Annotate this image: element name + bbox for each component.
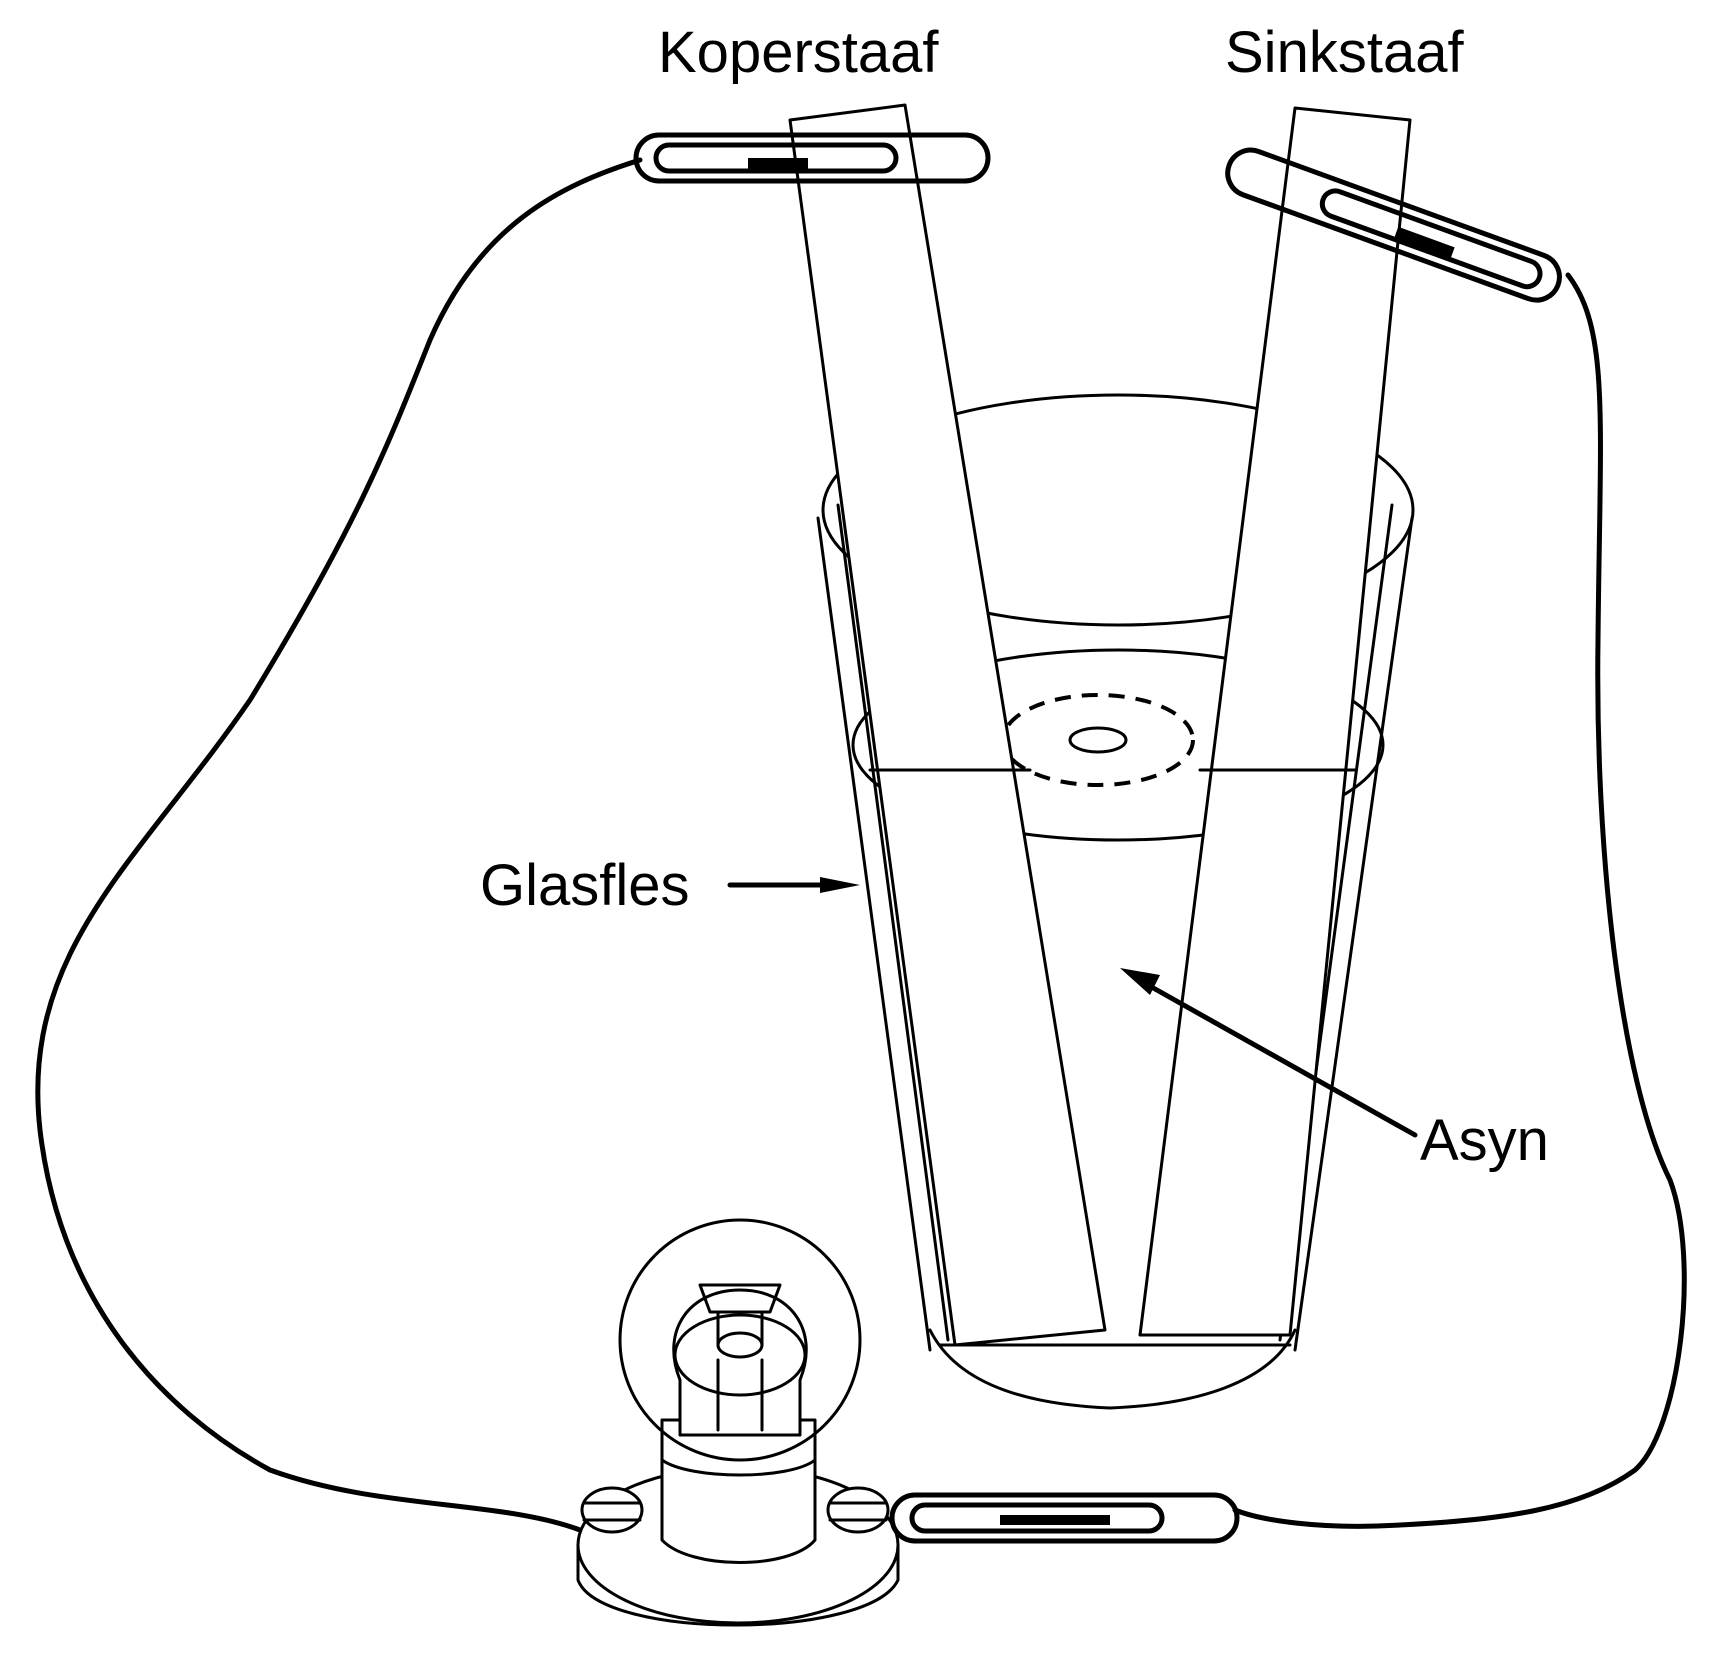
light-bulb bbox=[618, 1218, 862, 1462]
label-glasfles: Glasfles bbox=[480, 853, 690, 918]
copper-rod bbox=[788, 103, 1107, 1347]
zinc-rod bbox=[1138, 106, 1412, 1337]
label-sinkstaaf: Sinkstaaf bbox=[1225, 20, 1464, 85]
paperclip-zinc bbox=[1225, 147, 1562, 303]
glass-jar bbox=[816, 393, 1415, 1410]
screw-right bbox=[826, 1486, 890, 1534]
asyn-arrow bbox=[1120, 968, 1418, 1138]
paperclip-copper bbox=[633, 132, 991, 184]
paperclip-bulb bbox=[889, 1492, 1240, 1544]
glasfles-arrow bbox=[727, 877, 860, 893]
label-asyn: Asyn bbox=[1420, 1108, 1549, 1173]
screw-left bbox=[580, 1486, 644, 1534]
wire-right bbox=[1232, 272, 1687, 1529]
bulb-holder bbox=[576, 1418, 900, 1627]
label-koperstaaf: Koperstaaf bbox=[658, 20, 939, 85]
wire-left bbox=[35, 157, 643, 1533]
